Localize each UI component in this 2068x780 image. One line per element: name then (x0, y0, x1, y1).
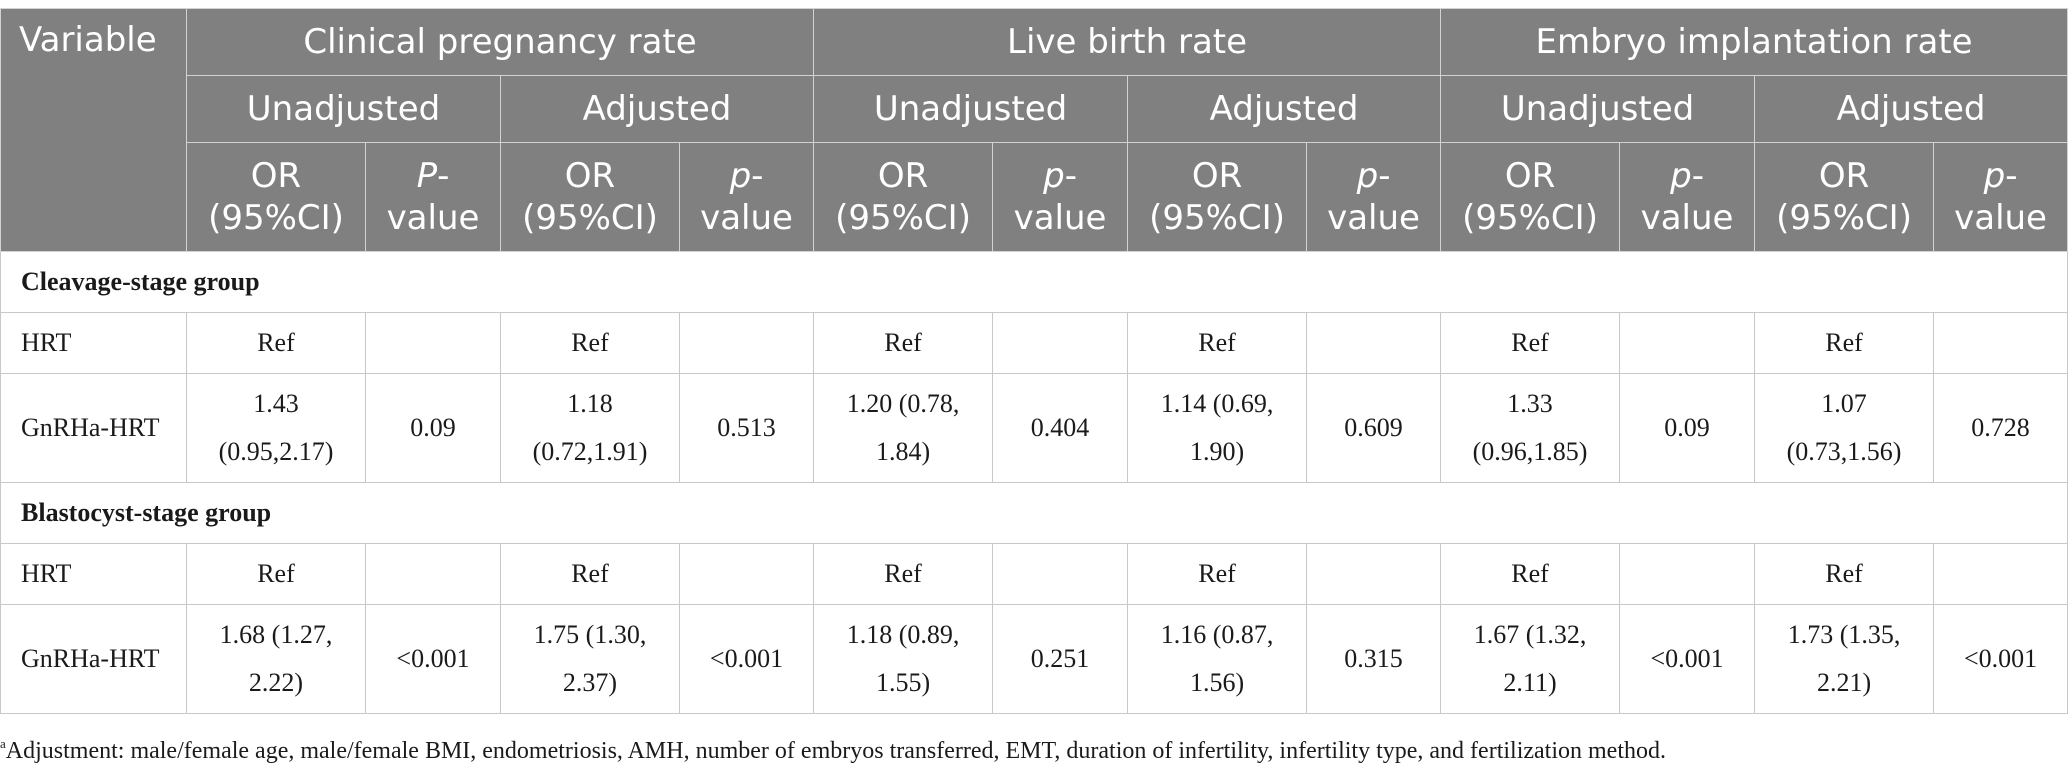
table-cell: 0.728 (1933, 373, 2068, 483)
variable-header: Variable (0, 8, 187, 252)
row-label: HRT (0, 543, 187, 605)
table-cell: 0.513 (678, 373, 815, 483)
table-cell (992, 312, 1129, 374)
table-cell: 1.18 (0.89, 1.55) (813, 604, 994, 714)
or-header: OR (95%CI) (500, 142, 680, 252)
table-cell (1619, 543, 1756, 605)
table-cell: <0.001 (1619, 604, 1756, 714)
group-header-live-birth: Live birth rate (813, 8, 1442, 76)
table-cell (365, 543, 501, 605)
footnote-text: Adjustment: male/female age, male/female… (5, 738, 1666, 764)
table-cell: 1.16 (0.87, 1.56) (1127, 604, 1308, 714)
table-cell: 0.09 (1619, 373, 1756, 483)
results-table-container: Variable Clinical pregnancy rate Live bi… (0, 8, 2068, 714)
table-cell (365, 312, 501, 374)
table-cell: 0.315 (1306, 604, 1442, 714)
table-cell: Ref (813, 543, 994, 605)
or-header: OR (95%CI) (1754, 142, 1935, 252)
table-cell (1306, 312, 1442, 374)
table-cell: Ref (186, 312, 366, 374)
table-cell: Ref (1127, 312, 1308, 374)
p-value-header: p-value (992, 142, 1129, 252)
table-cell: 0.609 (1306, 373, 1442, 483)
p-value-header: p-value (1619, 142, 1756, 252)
p-value-header: p-value (1933, 142, 2068, 252)
p-value-header: p-value (678, 142, 815, 252)
table-cell: 1.33 (0.96,1.85) (1440, 373, 1621, 483)
table-cell: Ref (1754, 543, 1935, 605)
table-cell (678, 543, 815, 605)
subheader-adjusted: Adjusted (499, 75, 815, 143)
table-header: Variable Clinical pregnancy rate Live bi… (0, 8, 2068, 252)
table-cell: Ref (1754, 312, 1935, 374)
table-cell: 1.73 (1.35, 2.21) (1754, 604, 1935, 714)
table-cell: 0.404 (992, 373, 1129, 483)
table-cell: 1.18 (0.72,1.91) (500, 373, 680, 483)
table-cell: 1.68 (1.27, 2.22) (186, 604, 366, 714)
p-value-header: p-value (1306, 142, 1442, 252)
subheader-adjusted: Adjusted (1754, 75, 2068, 143)
section-title-blastocyst: Blastocyst-stage group (0, 482, 2068, 544)
table-cell: Ref (1440, 543, 1621, 605)
or-header: OR (95%CI) (813, 142, 994, 252)
table-cell: 0.251 (992, 604, 1129, 714)
table-cell (1933, 543, 2068, 605)
subheader-unadjusted: Unadjusted (813, 75, 1129, 143)
group-header-embryo-implantation: Embryo implantation rate (1440, 8, 2068, 76)
table-cell: Ref (500, 312, 680, 374)
table-cell: 1.07 (0.73,1.56) (1754, 373, 1935, 483)
table-cell (1619, 312, 1756, 374)
p-value-header: P-value (365, 142, 501, 252)
table-cell: Ref (186, 543, 366, 605)
table-cell: 1.20 (0.78, 1.84) (813, 373, 994, 483)
subheader-unadjusted: Unadjusted (186, 75, 501, 143)
subheader-unadjusted: Unadjusted (1440, 75, 1756, 143)
table-cell: Ref (1440, 312, 1621, 374)
table-cell: <0.001 (1933, 604, 2068, 714)
table-cell: 1.67 (1.32, 2.11) (1440, 604, 1621, 714)
table-cell (678, 312, 815, 374)
table-cell: Ref (813, 312, 994, 374)
subheader-adjusted: Adjusted (1127, 75, 1442, 143)
row-label: GnRHa-HRT (0, 604, 187, 714)
row-label: GnRHa-HRT (0, 373, 187, 483)
table-cell: 1.14 (0.69, 1.90) (1127, 373, 1308, 483)
table-footnote: aAdjustment: male/female age, male/femal… (0, 736, 1666, 765)
table-cell: 0.09 (365, 373, 501, 483)
table-body: Cleavage-stage group HRT Ref Ref Ref Ref… (0, 251, 2068, 714)
table-cell: Ref (500, 543, 680, 605)
footnote-marker: a (0, 736, 6, 751)
table-cell: <0.001 (678, 604, 815, 714)
table-cell: Ref (1127, 543, 1308, 605)
or-header: OR (95%CI) (186, 142, 366, 252)
or-header: OR (95%CI) (1440, 142, 1621, 252)
group-header-clinical-pregnancy: Clinical pregnancy rate (185, 8, 815, 76)
section-title-cleavage: Cleavage-stage group (0, 251, 2068, 313)
table-cell (992, 543, 1129, 605)
or-header: OR (95%CI) (1127, 142, 1308, 252)
table-cell (1933, 312, 2068, 374)
table-cell: 1.43 (0.95,2.17) (186, 373, 366, 483)
odds-ratio-table: Variable Clinical pregnancy rate Live bi… (0, 8, 2068, 714)
table-cell: 1.75 (1.30, 2.37) (500, 604, 680, 714)
table-cell (1306, 543, 1442, 605)
row-label: HRT (0, 312, 187, 374)
table-cell: <0.001 (365, 604, 501, 714)
